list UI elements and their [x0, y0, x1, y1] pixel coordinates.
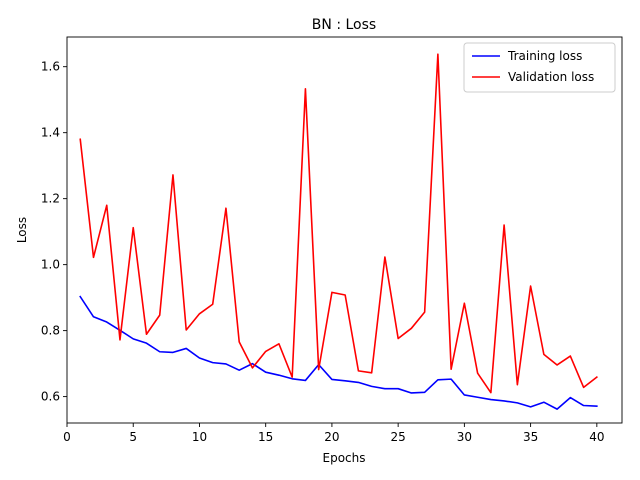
x-tick-label: 10 [192, 430, 207, 444]
legend-box [463, 42, 616, 93]
x-tick-label: 25 [391, 430, 406, 444]
y-tick-label: 1.2 [41, 192, 60, 206]
x-tick-label: 15 [258, 430, 273, 444]
x-tick-label: 20 [324, 430, 339, 444]
y-axis-label: Loss [15, 217, 29, 243]
x-tick-label: 40 [589, 430, 604, 444]
legend: Training loss Validation loss [463, 42, 616, 93]
x-tick-label: 35 [523, 430, 538, 444]
axes-frame [66, 36, 623, 424]
y-tick-label: 0.6 [41, 390, 60, 404]
legend-label-validation-loss: Validation loss [508, 70, 594, 84]
y-tick-label: 1.0 [41, 258, 60, 272]
x-axis-label: Epochs [323, 451, 366, 465]
x-tick-label: 5 [129, 430, 137, 444]
y-tick-label: 0.8 [41, 324, 60, 338]
series-line-validation-loss [79, 53, 598, 394]
chart-title: BN : Loss [312, 17, 376, 33]
y-tick-label: 1.4 [41, 126, 60, 140]
y-tick-label: 1.6 [41, 60, 60, 74]
series-line-training-loss [79, 295, 598, 410]
x-tick-label: 0 [63, 430, 71, 444]
x-tick-label: 30 [457, 430, 472, 444]
plot-area: 0 5 10 15 20 25 30 35 40 0.6 0.8 1.0 1.2 1.4 1.6 Traini… [41, 36, 623, 444]
legend-label-training-loss: Training loss [507, 49, 582, 63]
